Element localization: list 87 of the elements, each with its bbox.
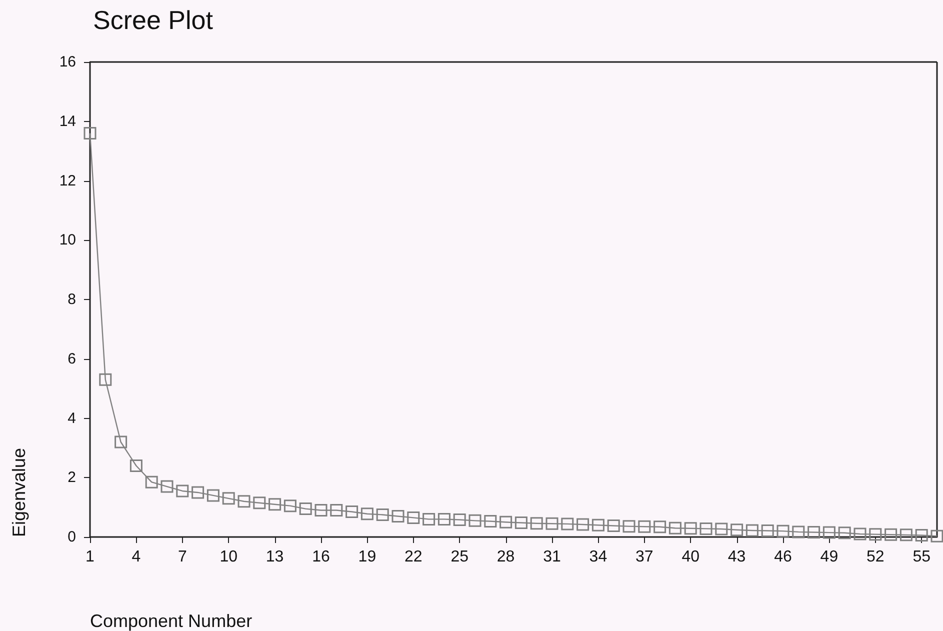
point — [514, 516, 528, 529]
x-tick-label: 10 — [220, 548, 238, 566]
point — [222, 492, 235, 505]
point — [253, 496, 266, 510]
x-tick-label: 55 — [912, 548, 931, 566]
point — [330, 504, 343, 517]
y-tick-label: 8 — [68, 291, 76, 308]
point — [530, 517, 543, 530]
x-tick-label: 46 — [774, 548, 792, 566]
point — [422, 512, 436, 526]
point — [700, 522, 712, 535]
y-tick-label: 12 — [59, 172, 76, 190]
point — [176, 484, 189, 498]
point — [808, 526, 820, 538]
point — [822, 526, 836, 539]
point — [314, 504, 328, 517]
point — [730, 524, 744, 536]
x-tick-label: 40 — [682, 548, 700, 566]
point — [654, 520, 666, 534]
point — [622, 520, 636, 533]
x-tick-label: 13 — [266, 548, 284, 566]
point — [346, 506, 358, 518]
point — [776, 524, 790, 538]
y-axis-title: Eigenvalue — [9, 448, 29, 537]
point — [684, 522, 697, 535]
point — [84, 127, 96, 140]
point — [160, 480, 174, 493]
point — [715, 522, 728, 536]
point — [238, 495, 250, 508]
point — [900, 528, 912, 542]
point — [284, 500, 296, 512]
point — [592, 518, 604, 532]
point — [915, 528, 928, 542]
point — [376, 508, 389, 521]
point — [206, 489, 220, 502]
point — [145, 476, 158, 488]
point — [869, 528, 882, 541]
x-tick-label: 52 — [866, 548, 884, 566]
y-tick-label: 6 — [68, 350, 76, 368]
point — [438, 512, 450, 526]
chart-title: Scree Plot — [93, 5, 214, 35]
point — [468, 514, 482, 527]
point — [854, 528, 866, 540]
point — [360, 508, 374, 520]
point — [268, 498, 282, 511]
point — [638, 520, 651, 533]
point — [792, 526, 805, 538]
y-tick-label: 10 — [59, 232, 76, 249]
x-tick-label: 19 — [358, 548, 376, 566]
point — [561, 518, 574, 530]
x-tick-label: 31 — [543, 548, 561, 566]
point — [407, 511, 420, 524]
point — [746, 524, 758, 537]
point — [99, 373, 112, 386]
x-tick-label: 28 — [496, 548, 515, 566]
point — [500, 516, 512, 528]
point — [392, 510, 404, 522]
x-tick-label: 43 — [728, 548, 746, 566]
x-tick-label: 34 — [589, 548, 608, 566]
point — [930, 530, 943, 542]
point — [299, 502, 312, 516]
point — [668, 522, 682, 534]
y-tick-label: 14 — [59, 112, 76, 130]
point — [576, 518, 590, 531]
y-tick-label: 0 — [68, 528, 76, 546]
point — [114, 436, 128, 448]
point — [546, 517, 558, 530]
x-tick-label: 7 — [178, 548, 187, 566]
point — [192, 486, 204, 499]
point — [761, 524, 774, 538]
x-tick-label: 49 — [820, 548, 838, 566]
y-tick-label: 4 — [68, 410, 76, 427]
point — [607, 519, 620, 532]
x-tick-label: 37 — [636, 548, 654, 566]
y-tick-label: 2 — [68, 469, 76, 486]
point — [484, 515, 497, 528]
point — [453, 514, 466, 526]
x-tick-label: 1 — [86, 548, 95, 566]
x-axis-title: Component Number — [90, 611, 252, 631]
x-tick-label: 4 — [132, 548, 141, 566]
x-tick-label: 25 — [450, 548, 469, 566]
y-tick-label: 16 — [59, 54, 76, 70]
point — [130, 460, 142, 472]
point — [884, 528, 898, 541]
point — [838, 526, 851, 540]
x-tick-label: 16 — [312, 548, 330, 566]
x-tick-label: 22 — [404, 548, 422, 566]
